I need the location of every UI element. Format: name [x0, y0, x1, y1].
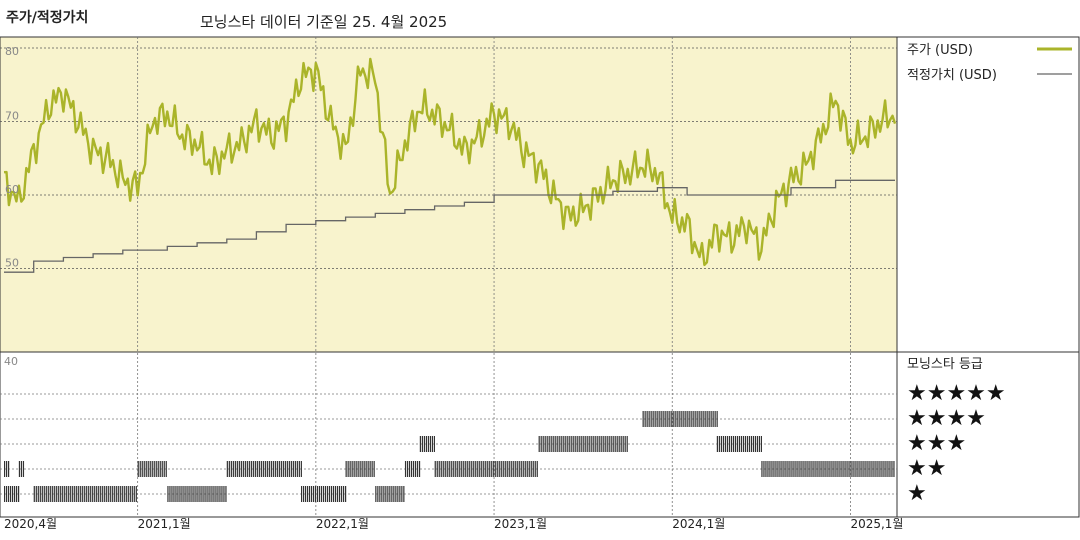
legend-rating-title: 모닝스타 등급 [907, 357, 983, 372]
legend-fairvalue-label: 적정가치 (USD) [907, 68, 997, 83]
legend-rating-3: ★★★ [907, 431, 966, 456]
rating-segment [18, 461, 25, 477]
rating-segment [4, 486, 20, 502]
rating-segment [538, 436, 628, 452]
y-tick-label: 50 [5, 257, 19, 270]
chart-frame [0, 36, 1080, 518]
chart-title: 주가/적정가치 [6, 10, 89, 26]
rating-segment [33, 486, 137, 502]
rating-segment [167, 486, 227, 502]
y-tick-label: 60 [5, 183, 19, 196]
rating-segment [419, 436, 435, 452]
legend-rating-1: ★ [907, 481, 927, 506]
rating-segment [137, 461, 167, 477]
y-tick-label: 70 [5, 110, 19, 123]
x-tick-label: 2025,1월 [850, 517, 903, 531]
rating-segment [301, 486, 347, 502]
legend-rating-2: ★★ [907, 456, 946, 481]
rating-segment [761, 461, 895, 477]
y-tick-label: 80 [5, 45, 19, 58]
rating-segment [716, 436, 762, 452]
rating-segment [434, 461, 538, 477]
series-fairvalue-line [4, 179, 895, 273]
legend-rating-5: ★★★★★ [907, 381, 1006, 406]
legend-price-label: 주가 (USD) [907, 43, 973, 58]
rating-segment [642, 411, 718, 427]
rating-axis-label: 40 [4, 355, 18, 368]
rating-segment [4, 461, 10, 477]
x-tick-label: 2023,1월 [494, 517, 547, 531]
x-tick-label: 2024,1월 [672, 517, 725, 531]
x-tick-label: 2020,4월 [4, 517, 57, 531]
x-tick-label: 2022,1월 [316, 517, 369, 531]
rating-segment [404, 461, 421, 477]
rating-segment [375, 486, 405, 502]
series-price-line [3, 57, 897, 267]
x-tick-label: 2021,1월 [138, 517, 191, 531]
data-date-label: 모닝스타 데이터 기준일 25. 4월 2025 [200, 13, 448, 31]
rating-segment [226, 461, 302, 477]
legend-rating-4: ★★★★ [907, 406, 986, 431]
rating-segment [345, 461, 375, 477]
